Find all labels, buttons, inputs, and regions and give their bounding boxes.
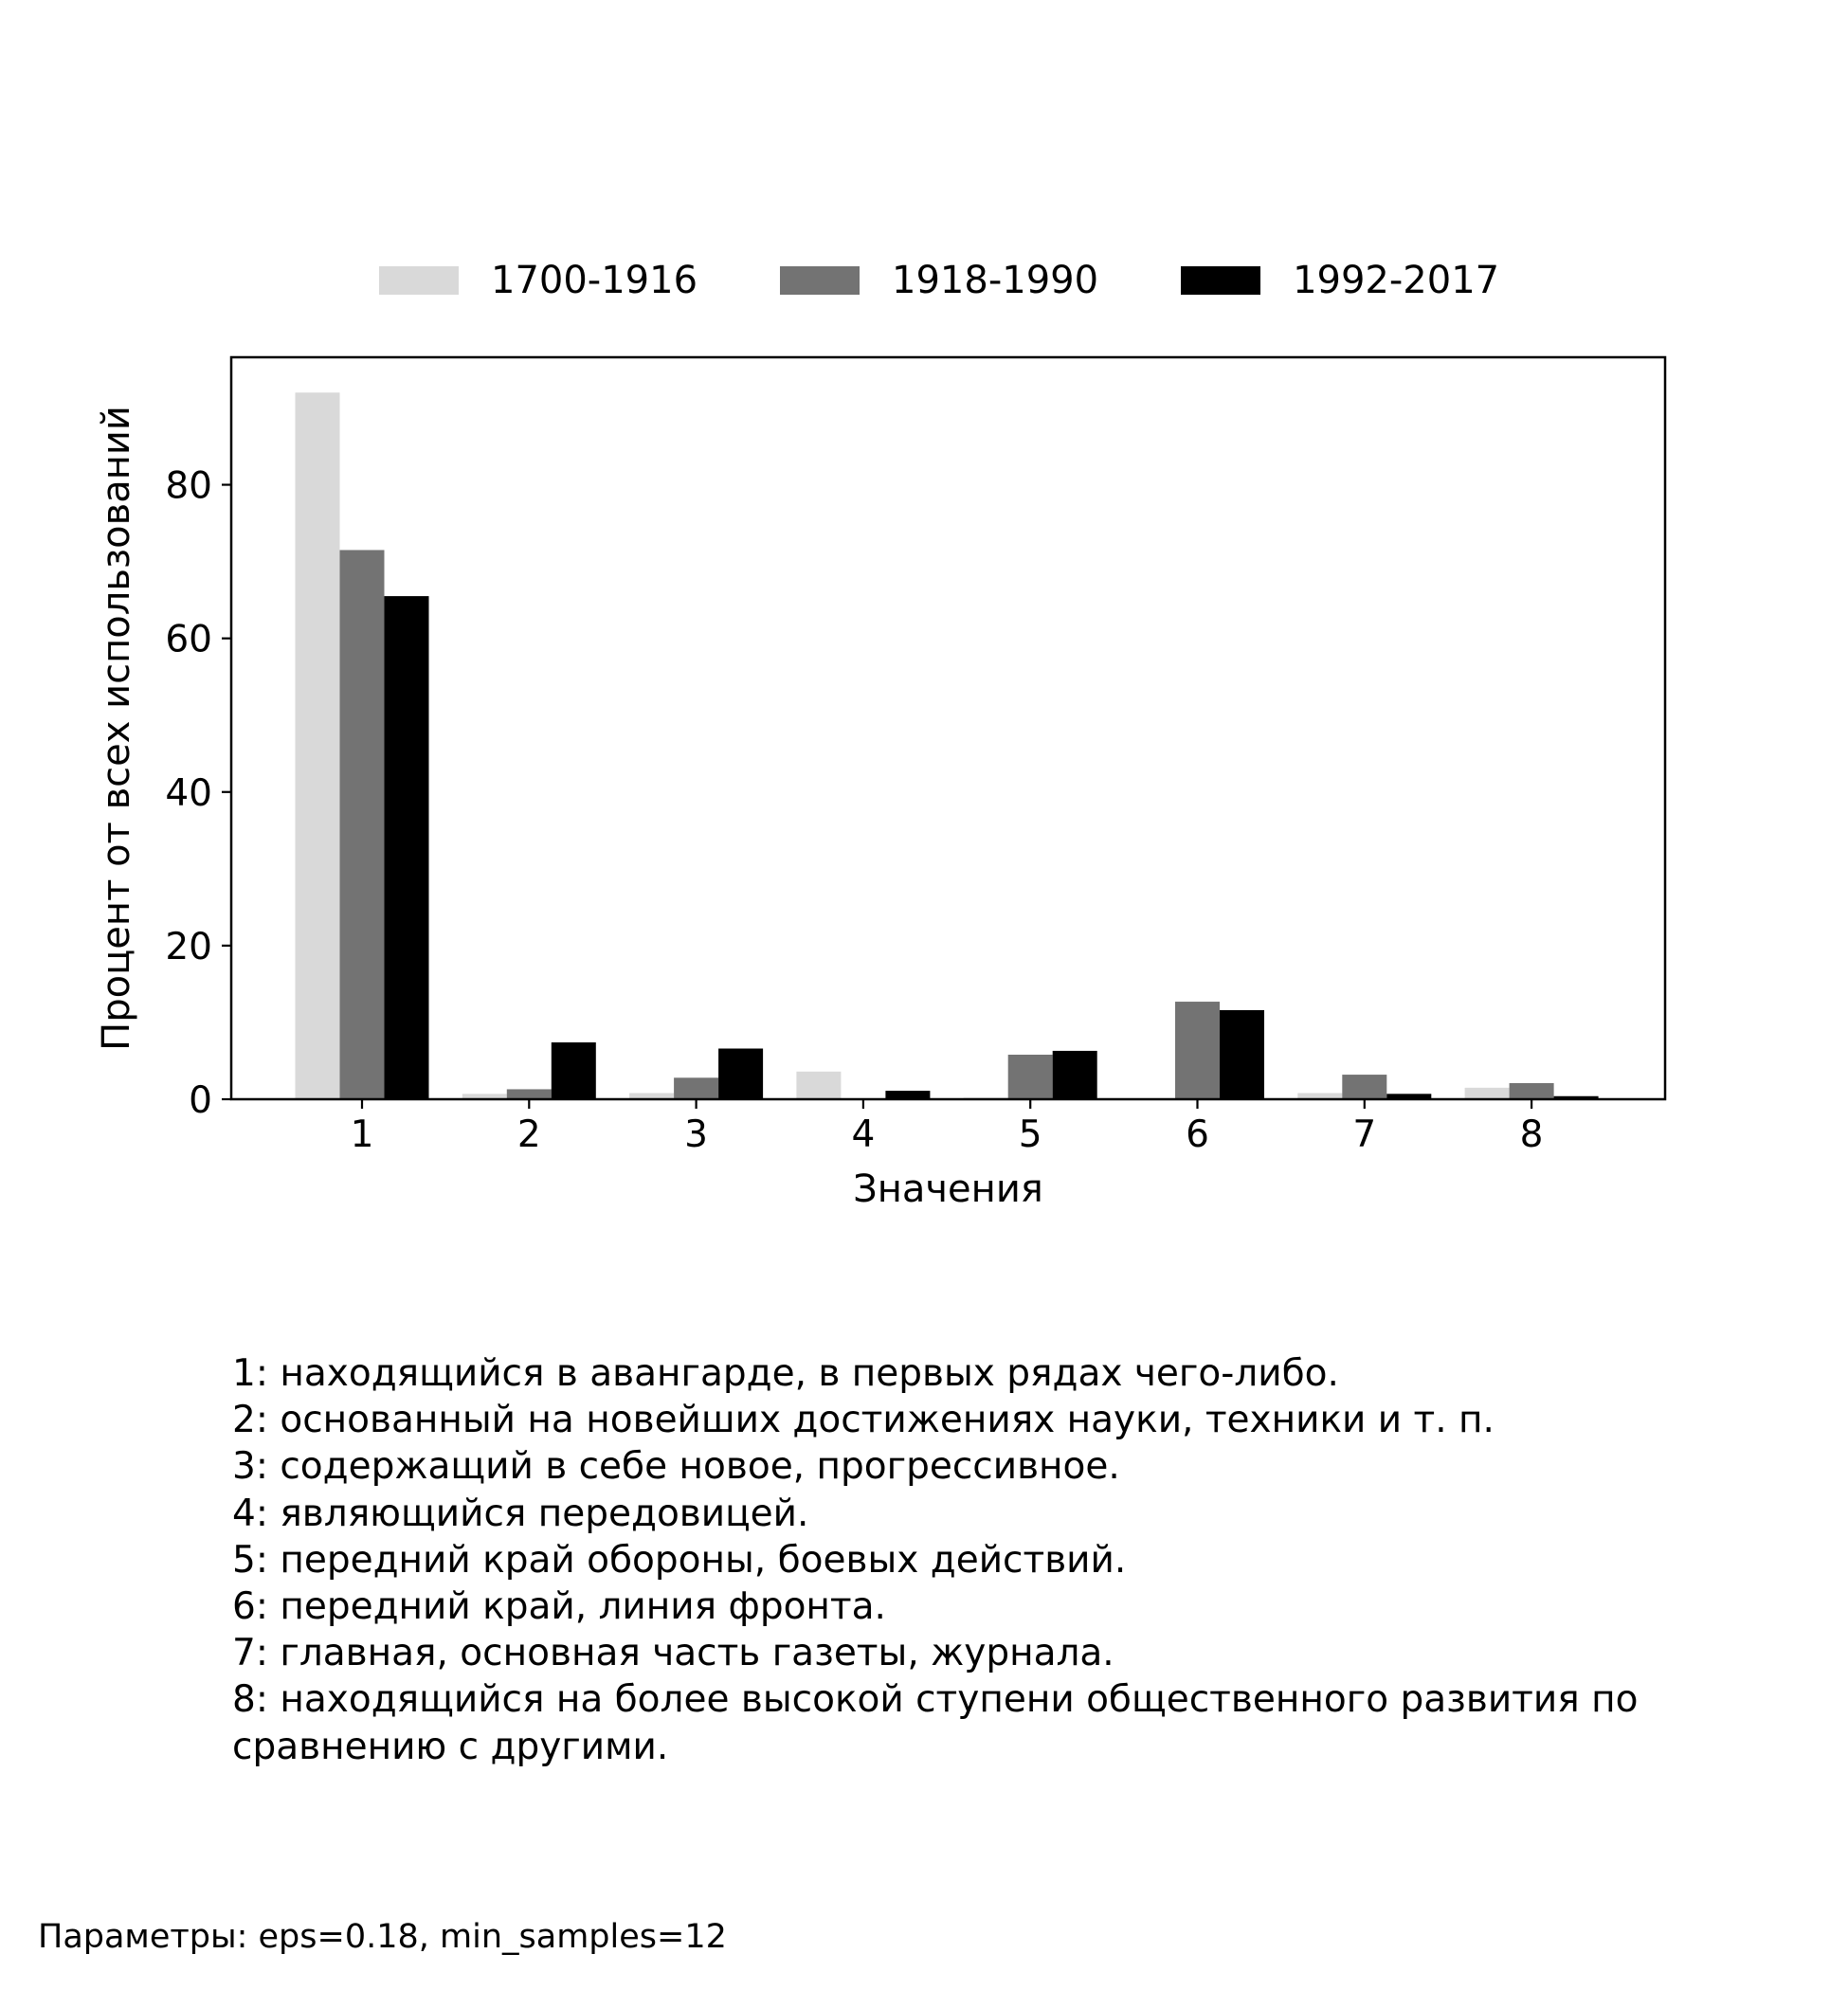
x-tick-label: 8: [1520, 1113, 1544, 1156]
y-tick-label: 60: [165, 619, 212, 661]
bar-1992-2017-3: [718, 1048, 764, 1099]
bar-1700-1916-1: [295, 392, 340, 1099]
chart-legend: 1700-1916 1918-1990 1992-2017: [379, 258, 1582, 303]
bar-1992-2017-7: [1386, 1094, 1432, 1099]
x-tick-label: 5: [1019, 1113, 1042, 1156]
bar-1918-1990-8: [1509, 1082, 1554, 1099]
meaning-item: 8: находящийся на более высокой ступени …: [232, 1678, 1639, 1768]
legend-item-1992-2017: 1992-2017: [1181, 258, 1499, 303]
x-axis-label: Значения: [853, 1167, 1043, 1211]
bar-1992-2017-2: [551, 1042, 596, 1099]
legend-label: 1918-1990: [892, 259, 1099, 302]
bar-1992-2017-4: [885, 1091, 931, 1099]
y-tick-label: 20: [165, 926, 212, 968]
legend-swatch: [1181, 266, 1261, 295]
bar-1992-2017-1: [384, 596, 429, 1099]
meaning-item: 1: находящийся в авангарде, в первых ряд…: [232, 1352, 1339, 1395]
legend-swatch: [780, 266, 861, 295]
bar-1918-1990-5: [1007, 1054, 1053, 1099]
meaning-item: 6: передний край, линия фронта.: [232, 1585, 886, 1629]
bar-1700-1916-8: [1464, 1087, 1510, 1099]
y-tick-label: 80: [165, 465, 212, 508]
bar-1918-1990-7: [1342, 1075, 1387, 1099]
x-tick-label: 2: [517, 1113, 541, 1156]
bar-1992-2017-6: [1220, 1009, 1264, 1099]
x-tick-label: 7: [1352, 1113, 1376, 1156]
meaning-item: 3: содержащий в себе новое, прогрессивно…: [232, 1445, 1120, 1489]
bar-1918-1990-2: [506, 1089, 552, 1099]
bar-1700-1916-7: [1297, 1093, 1343, 1099]
legend-swatch: [379, 266, 459, 295]
x-tick-label: 1: [351, 1113, 374, 1156]
bar-1918-1990-1: [339, 550, 385, 1099]
bar-1918-1990-6: [1175, 1002, 1220, 1099]
parameters-caption: Параметры: eps=0.18, min_samples=12: [38, 1918, 727, 1956]
y-tick-label: 0: [189, 1079, 212, 1122]
x-tick-label: 6: [1186, 1113, 1209, 1156]
meaning-item: 4: являющийся передовицей.: [232, 1492, 809, 1535]
plot-frame: [229, 355, 1667, 1101]
x-tick-label: 3: [684, 1113, 708, 1156]
bar-1992-2017-5: [1052, 1050, 1097, 1099]
meanings-list: 1: находящийся в авангарде, в первых ряд…: [232, 1350, 1767, 1770]
meaning-item: 2: основанный на новейших достижениях на…: [232, 1399, 1495, 1442]
meaning-item: 5: передний край обороны, боевых действи…: [232, 1538, 1127, 1582]
bar-1700-1916-2: [462, 1094, 507, 1099]
bar-1700-1916-3: [629, 1093, 675, 1099]
meaning-item: 7: главная, основная часть газеты, журна…: [232, 1632, 1114, 1675]
bar-1700-1916-4: [796, 1071, 842, 1099]
legend-item-1918-1990: 1918-1990: [780, 258, 1098, 303]
legend-label: 1992-2017: [1293, 259, 1500, 302]
y-axis-label: Процент от всех использований: [95, 406, 138, 1051]
y-tick-label: 40: [165, 772, 212, 815]
bar-1918-1990-3: [674, 1077, 719, 1099]
legend-item-1700-1916: 1700-1916: [379, 258, 698, 303]
legend-label: 1700-1916: [491, 259, 698, 302]
bar-1992-2017-8: [1553, 1095, 1599, 1099]
x-tick-label: 4: [851, 1113, 875, 1156]
